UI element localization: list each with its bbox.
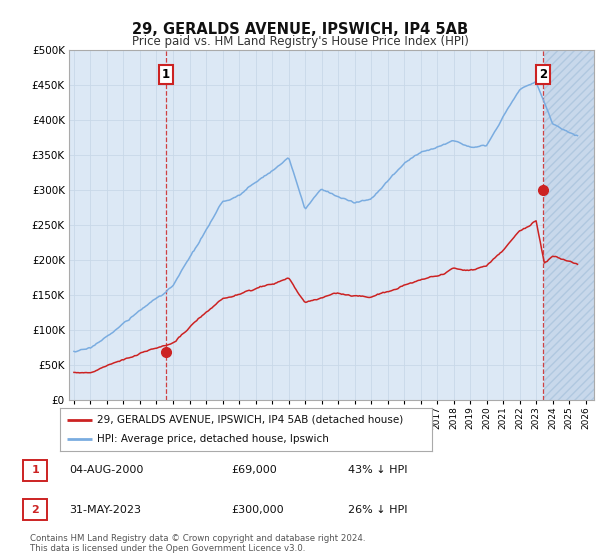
Text: 29, GERALDS AVENUE, IPSWICH, IP4 5AB: 29, GERALDS AVENUE, IPSWICH, IP4 5AB <box>132 22 468 38</box>
Bar <box>544 50 594 400</box>
Text: £69,000: £69,000 <box>231 465 277 475</box>
Text: 2: 2 <box>32 505 39 515</box>
Text: 26% ↓ HPI: 26% ↓ HPI <box>348 505 407 515</box>
Text: 43% ↓ HPI: 43% ↓ HPI <box>348 465 407 475</box>
Text: 2: 2 <box>539 68 547 81</box>
Text: £300,000: £300,000 <box>231 505 284 515</box>
Text: 04-AUG-2000: 04-AUG-2000 <box>69 465 143 475</box>
Text: Contains HM Land Registry data © Crown copyright and database right 2024.
This d: Contains HM Land Registry data © Crown c… <box>30 534 365 553</box>
Text: 1: 1 <box>162 68 170 81</box>
Text: Price paid vs. HM Land Registry's House Price Index (HPI): Price paid vs. HM Land Registry's House … <box>131 35 469 48</box>
Text: 29, GERALDS AVENUE, IPSWICH, IP4 5AB (detached house): 29, GERALDS AVENUE, IPSWICH, IP4 5AB (de… <box>97 415 403 424</box>
Text: 1: 1 <box>32 465 39 475</box>
Text: 31-MAY-2023: 31-MAY-2023 <box>69 505 141 515</box>
Text: HPI: Average price, detached house, Ipswich: HPI: Average price, detached house, Ipsw… <box>97 435 329 444</box>
